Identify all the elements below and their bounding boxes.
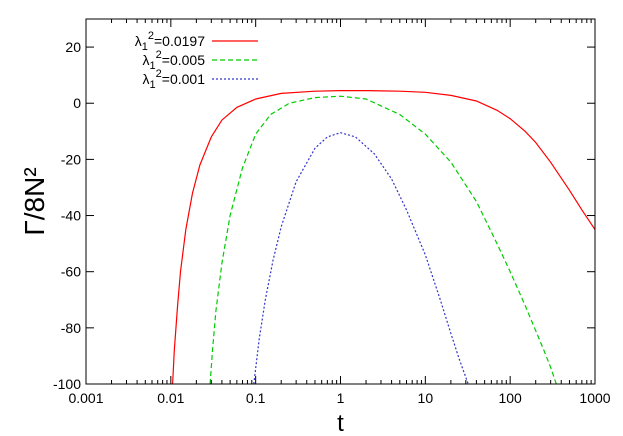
x-tick-label: 1 — [337, 390, 345, 406]
y-tick-label: 20 — [65, 39, 81, 55]
y-tick-label: -100 — [53, 376, 81, 392]
y-axis-label-main: Γ/8N² — [19, 167, 50, 235]
x-tick-label: 0.001 — [68, 390, 103, 406]
legend-label: λ12=0.0197 — [135, 30, 205, 53]
legend-label: λ12=0.001 — [143, 68, 206, 91]
legend-entry-3: λ12=0.001 — [143, 68, 258, 91]
x-tick-label: 10 — [418, 390, 434, 406]
ticks-layer: 0.001 0.01 0.1 1 10 100 1000 -100 -80 -60 -40 -20 0 2… — [53, 19, 611, 406]
y-tick-label: -20 — [61, 151, 81, 167]
legend-entry-2: λ12=0.005 — [143, 49, 258, 72]
x-axis-label: t — [337, 410, 344, 436]
series-line-3 — [253, 132, 469, 384]
legend-entry-1: λ12=0.0197 — [135, 30, 258, 53]
series-line-2 — [209, 95, 557, 384]
x-tick-label: 0.1 — [246, 390, 266, 406]
x-tick-label: 1000 — [579, 390, 610, 406]
x-tick-label: 0.01 — [157, 390, 184, 406]
y-tick-label: 0 — [73, 95, 81, 111]
y-tick-label: -80 — [61, 320, 81, 336]
x-tick-label: 100 — [498, 390, 522, 406]
y-tick-label: -60 — [61, 264, 81, 280]
y-tick-label: -40 — [61, 208, 81, 224]
series-line-1 — [172, 89, 595, 384]
y-axis-label: Γ/8N² — [19, 167, 50, 235]
legend-label: λ12=0.005 — [143, 49, 206, 72]
series-layer — [172, 89, 595, 384]
